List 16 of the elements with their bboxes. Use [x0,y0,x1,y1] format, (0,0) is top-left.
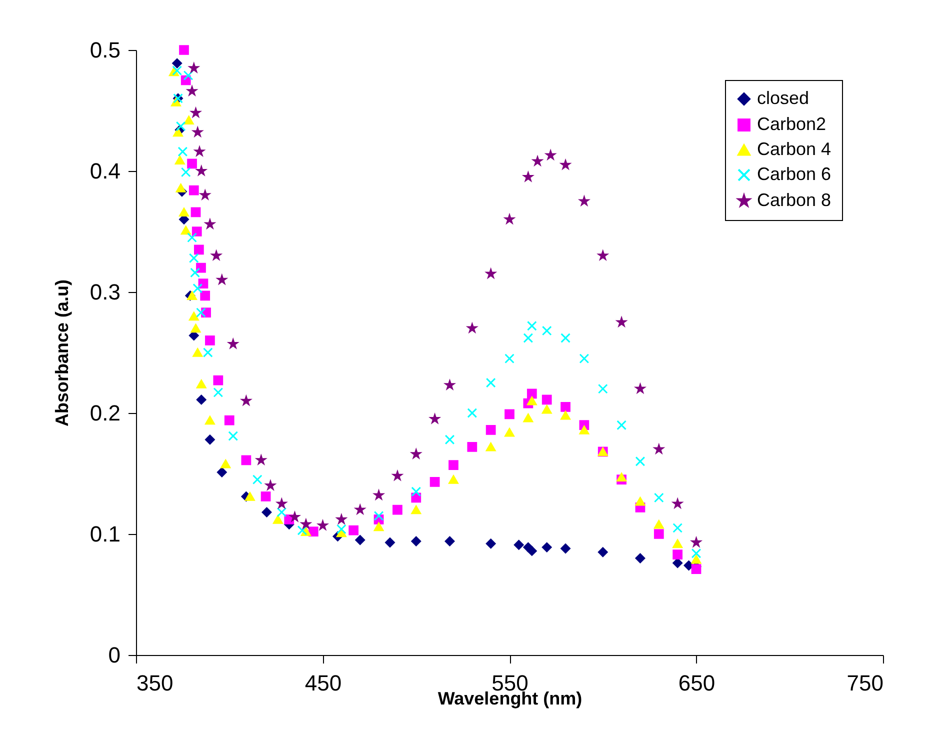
x-tick-label: 450 [304,670,342,696]
y-tick-label: 0.1 [90,522,120,546]
legend-label: Carbon 4 [757,139,832,159]
y-tick-label: 0.5 [90,38,120,62]
x-tick-label: 350 [136,670,174,696]
legend-label: closed [757,88,810,108]
y-axis-title: Absorbance (a.u) [52,279,72,427]
legend-label: Carbon2 [757,114,826,134]
y-tick-label: 0 [108,642,120,668]
legend-label: Carbon 8 [757,190,832,210]
x-tick-label: 650 [678,670,716,696]
x-tick-label: 750 [846,670,884,696]
legend-label: Carbon 6 [757,164,832,184]
y-tick-label: 0.4 [90,158,120,184]
y-tick-label: 0.2 [90,400,120,426]
y-tick-label: 0.3 [90,280,120,304]
